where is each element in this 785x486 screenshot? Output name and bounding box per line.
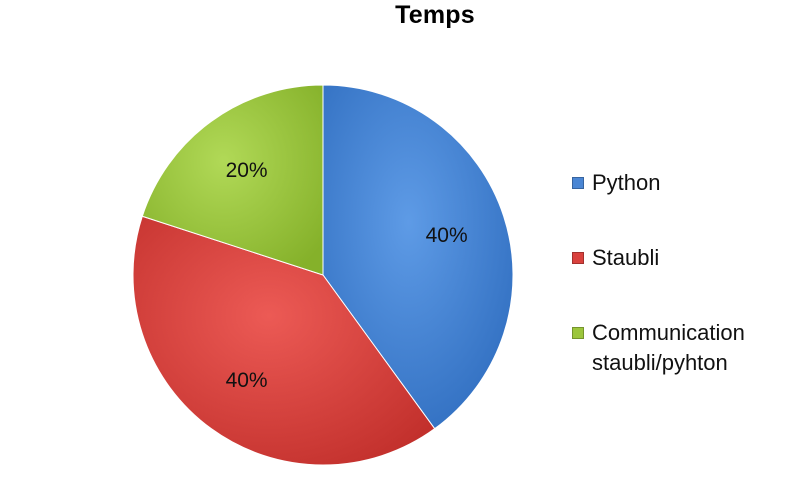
- legend-label-communication: Communication staubli/pyhton: [592, 320, 745, 375]
- pie-slice-communication: [141, 84, 324, 276]
- data-label-communication: 20%: [226, 159, 268, 182]
- legend-label-python: Python: [592, 170, 661, 195]
- pie-slice-python: [322, 84, 514, 430]
- legend-label-staubli: Staubli: [592, 245, 660, 270]
- legend-swatch-staubli: [572, 252, 584, 264]
- data-label-python: 40%: [426, 224, 468, 247]
- legend-swatch-communication: [572, 327, 584, 339]
- data-label-staubli: 40%: [226, 369, 268, 392]
- chart-title: Temps: [395, 1, 475, 29]
- legend-swatch-python: [572, 177, 584, 189]
- pie-slice-staubli: [132, 215, 436, 466]
